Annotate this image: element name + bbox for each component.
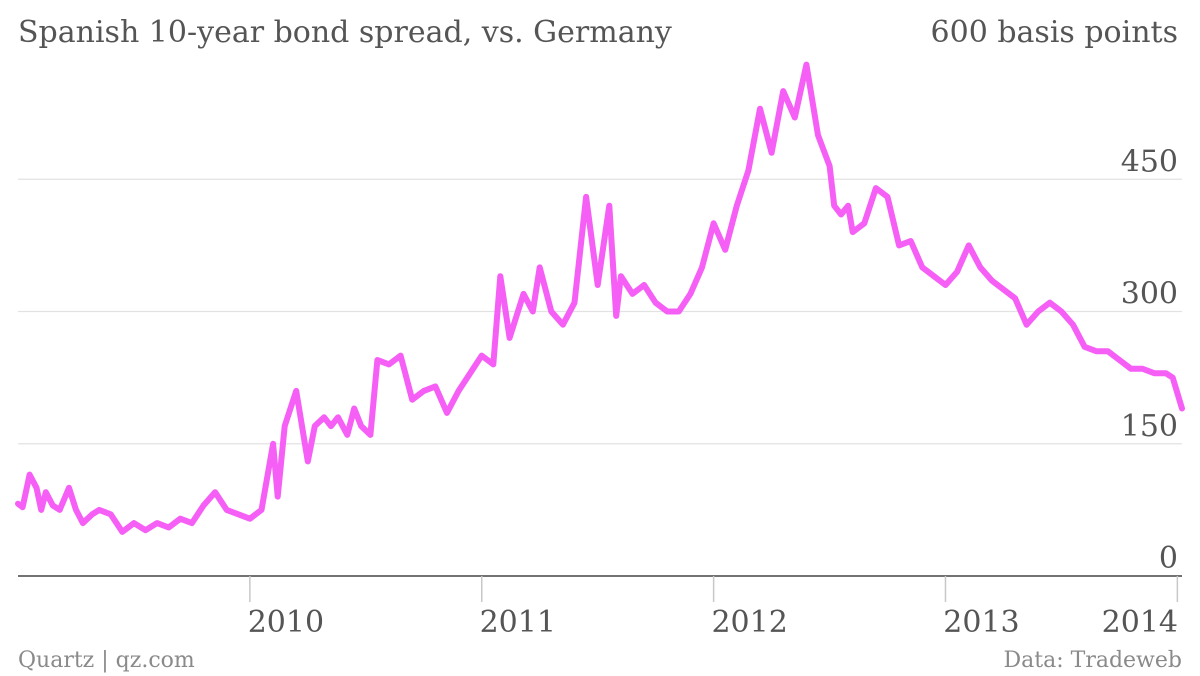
x-axis-ticks: 2010 2011 2012 2013 2014 xyxy=(248,576,1179,640)
chart-title: Spanish 10-year bond spread, vs. Germany xyxy=(18,15,672,50)
source-label: Data: Tradeweb xyxy=(1004,648,1182,673)
y-tick-label-0: 0 xyxy=(1159,541,1178,576)
x-tick-label-2014: 2014 xyxy=(1102,605,1178,640)
x-tick-label-2011: 2011 xyxy=(480,605,556,640)
y-tick-label-600: 600 basis points xyxy=(931,15,1178,50)
gridlines xyxy=(18,178,1182,445)
y-tick-label-450: 450 xyxy=(1121,144,1178,179)
y-axis-ticks: 600 basis points 450 300 150 0 xyxy=(931,15,1178,576)
x-tick-label-2012: 2012 xyxy=(711,605,787,640)
series-line-spread xyxy=(15,61,1185,535)
y-tick-label-150: 150 xyxy=(1121,409,1178,444)
credit-label: Quartz | qz.com xyxy=(18,648,195,673)
y-tick-label-300: 300 xyxy=(1121,277,1178,312)
x-tick-label-2013: 2013 xyxy=(943,605,1019,640)
x-tick-label-2010: 2010 xyxy=(248,605,324,640)
